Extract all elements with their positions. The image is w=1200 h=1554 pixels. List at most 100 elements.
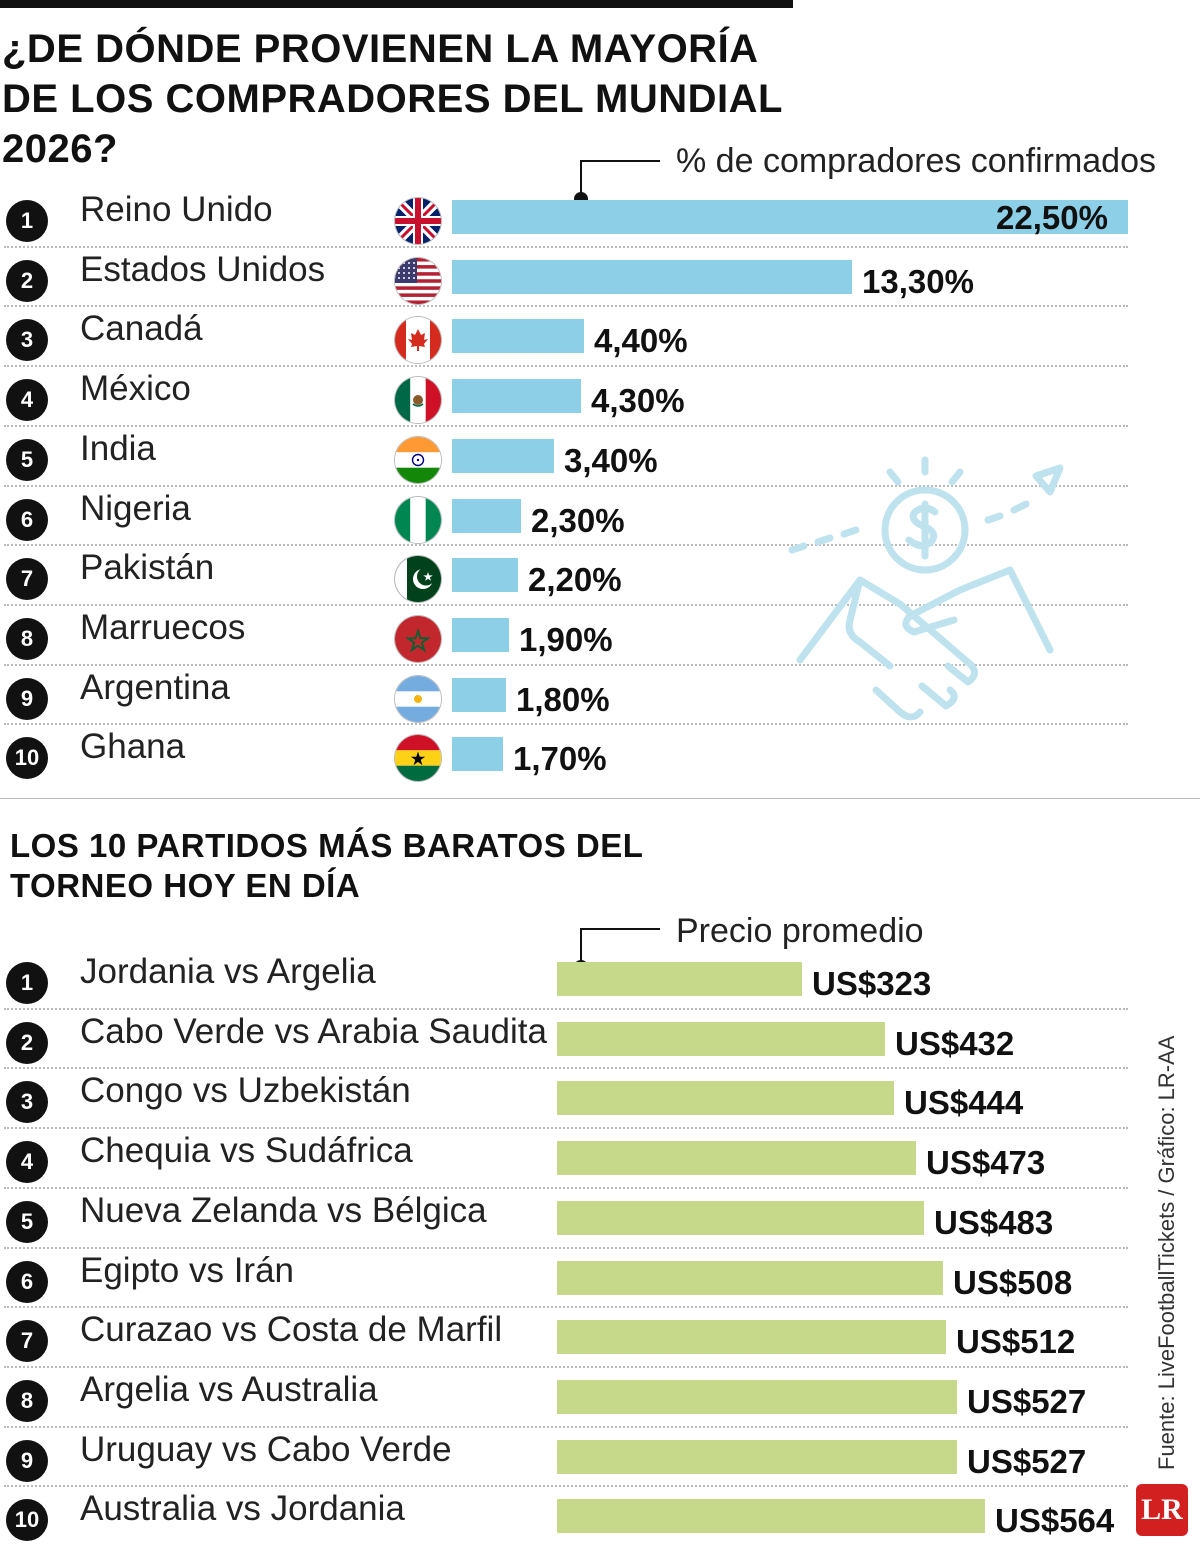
category-label: Estados Unidos xyxy=(80,249,326,289)
row-separator xyxy=(4,484,1128,487)
row-separator xyxy=(4,424,1128,427)
category-label: Ghana xyxy=(80,727,186,767)
category-label: Pakistán xyxy=(80,548,215,588)
bar xyxy=(452,677,506,712)
value-label: 13,30% xyxy=(862,262,974,300)
value-label: 22,50% xyxy=(996,199,1108,236)
bar xyxy=(557,1081,894,1116)
handshake-money-icon xyxy=(788,456,1064,721)
bar xyxy=(557,1021,885,1056)
value-label: 3,40% xyxy=(564,441,658,479)
match-row: 8 Argelia vs Australia US$527 xyxy=(0,1368,1200,1428)
rank-badge: 4 xyxy=(6,1141,48,1184)
country-row: 6 Nigeria 2,30% xyxy=(0,487,1200,547)
row-separator xyxy=(4,1425,1128,1428)
rank-badge: 8 xyxy=(6,617,48,660)
category-label: Nigeria xyxy=(80,488,191,528)
value-label: US$473 xyxy=(926,1144,1046,1182)
category-label: Egipto vs Irán xyxy=(80,1250,294,1290)
bar xyxy=(557,1260,943,1295)
source-credit: Fuente: LiveFootballTickets / Gráfico: L… xyxy=(1154,1035,1179,1470)
row-separator xyxy=(4,365,1128,368)
rank-badge: 7 xyxy=(6,1320,48,1363)
value-label: 4,30% xyxy=(591,382,685,420)
value-label: US$323 xyxy=(812,965,932,1002)
match-row: 2 Cabo Verde vs Arabia Saudita US$432 xyxy=(0,1010,1200,1070)
value-label: 4,40% xyxy=(594,322,688,360)
nigeria-flag-icon xyxy=(395,496,441,543)
chart-title-buyers: ¿DE DÓNDE PROVIENEN LA MAYORÍA DE LOS CO… xyxy=(2,27,783,171)
category-label: Chequia vs Sudáfrica xyxy=(80,1131,413,1171)
legend-label-buyers: % de compradores confirmados xyxy=(676,142,1157,180)
bar xyxy=(452,498,521,533)
country-row: 5 India 3,40% xyxy=(0,427,1200,487)
category-label: Jordania vs Argelia xyxy=(80,952,376,991)
bar xyxy=(557,1439,957,1474)
morocco-flag-icon xyxy=(395,615,441,662)
rank-badge: 10 xyxy=(6,1499,48,1542)
rank-badge: 2 xyxy=(6,259,48,302)
value-label: US$483 xyxy=(934,1203,1054,1241)
rank-badge: 6 xyxy=(6,498,48,541)
bar xyxy=(557,1499,985,1534)
bar xyxy=(452,438,554,473)
row-separator xyxy=(4,1186,1128,1189)
bar xyxy=(452,737,503,772)
rank-badge: 5 xyxy=(6,1200,48,1243)
rank-badge: 9 xyxy=(6,677,48,720)
category-label: Nueva Zelanda vs Bélgica xyxy=(80,1190,487,1230)
row-separator xyxy=(4,663,1128,666)
rank-badge: 7 xyxy=(6,558,48,601)
value-label: US$508 xyxy=(953,1263,1073,1301)
rank-badge: 8 xyxy=(6,1379,48,1422)
bar xyxy=(452,319,584,354)
category-label: Marruecos xyxy=(80,607,246,647)
match-row: 3 Congo vs Uzbekistán US$444 xyxy=(0,1069,1200,1129)
legend-leader-line-vertical xyxy=(580,160,582,196)
value-label: 1,70% xyxy=(513,740,607,778)
category-label: Curazao vs Costa de Marfil xyxy=(80,1310,503,1350)
value-label: 2,30% xyxy=(531,501,625,539)
bar xyxy=(452,617,509,652)
row-separator xyxy=(4,544,1128,547)
row-separator xyxy=(4,1485,1128,1488)
rank-badge: 4 xyxy=(6,379,48,422)
row-separator xyxy=(4,1365,1128,1368)
country-row: 4 México 4,30% xyxy=(0,367,1200,427)
country-row: 9 Argentina 1,80% xyxy=(0,666,1200,726)
rank-badge: 2 xyxy=(6,1021,48,1064)
section-divider xyxy=(0,798,1200,799)
rank-badge: 3 xyxy=(6,1081,48,1124)
mexico-flag-icon xyxy=(395,377,441,424)
rank-badge: 1 xyxy=(6,200,48,242)
value-label: US$527 xyxy=(967,1382,1087,1420)
country-row: 2 Estados Unidos 13,30% xyxy=(0,248,1200,308)
value-label: US$432 xyxy=(895,1024,1015,1062)
category-label: Argentina xyxy=(80,667,230,707)
legend-leader-line-horizontal xyxy=(580,928,660,930)
argentina-flag-icon xyxy=(395,675,441,722)
rank-badge: 10 xyxy=(6,737,48,780)
value-label: 2,20% xyxy=(528,561,622,599)
category-label: Uruguay vs Cabo Verde xyxy=(80,1429,452,1469)
row-separator xyxy=(4,245,1128,248)
category-label: México xyxy=(80,369,191,409)
bar xyxy=(557,1200,924,1235)
row-separator xyxy=(4,723,1128,726)
category-label: Argelia vs Australia xyxy=(80,1369,378,1409)
value-label: US$444 xyxy=(904,1084,1024,1122)
bar xyxy=(557,1320,946,1355)
bar xyxy=(557,1141,916,1176)
legend-leader-line-horizontal xyxy=(580,160,660,162)
top-rule xyxy=(0,0,793,8)
match-row: 1 Jordania vs Argelia US$323 xyxy=(0,950,1200,1010)
category-label: Canadá xyxy=(80,309,203,349)
match-row: 6 Egipto vs Irán US$508 xyxy=(0,1249,1200,1309)
ghana-flag-icon xyxy=(395,735,441,782)
canada-flag-icon xyxy=(395,317,441,364)
lr-logo: LR xyxy=(1136,1484,1188,1536)
rank-badge: 9 xyxy=(6,1439,48,1482)
match-row: 4 Chequia vs Sudáfrica US$473 xyxy=(0,1129,1200,1189)
category-label: Cabo Verde vs Arabia Saudita xyxy=(80,1011,547,1051)
bar xyxy=(452,558,518,593)
